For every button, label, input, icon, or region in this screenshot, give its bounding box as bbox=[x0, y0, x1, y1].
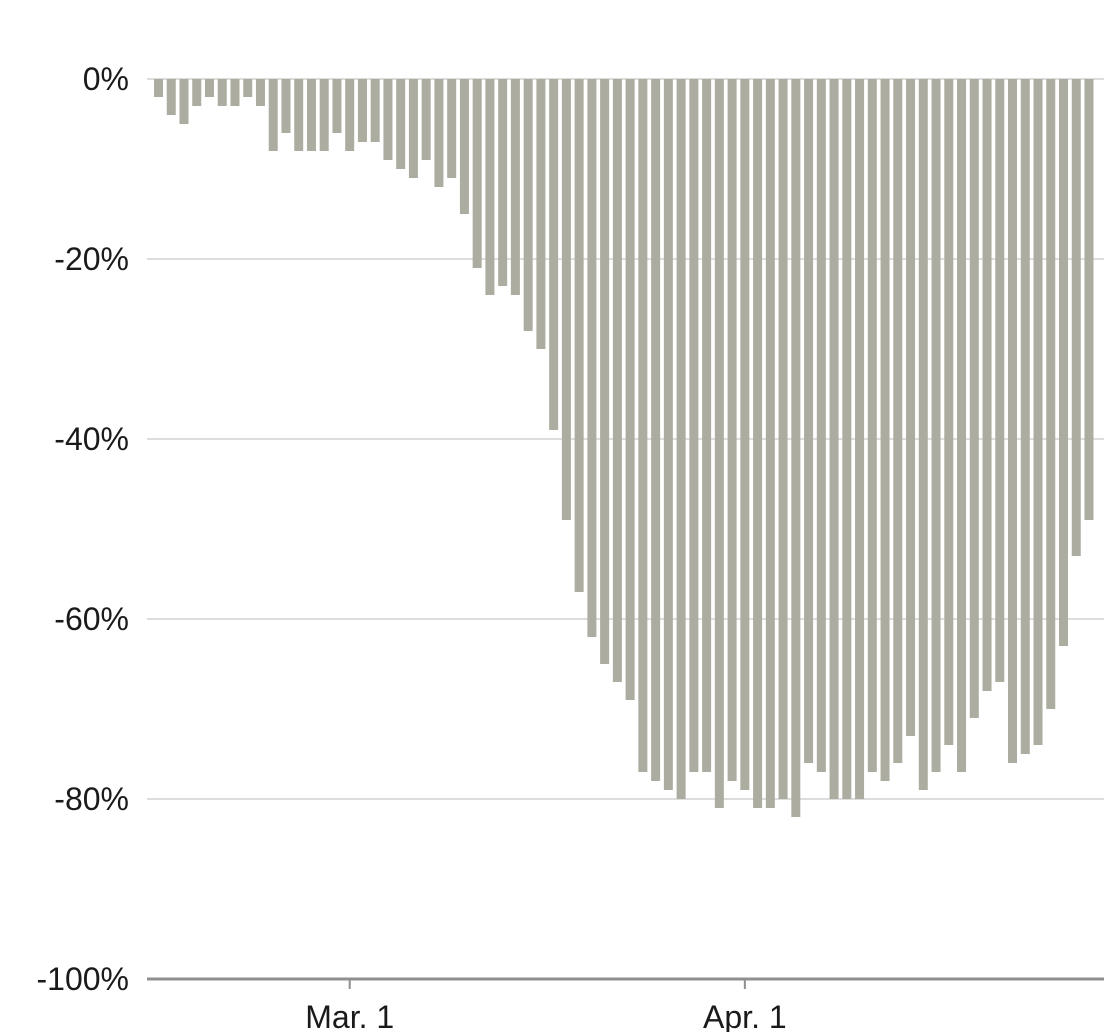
bar bbox=[447, 79, 457, 178]
bar bbox=[1084, 79, 1094, 520]
bar bbox=[319, 79, 329, 151]
bar bbox=[421, 79, 431, 160]
bar bbox=[1071, 79, 1081, 556]
bar bbox=[906, 79, 916, 736]
bar bbox=[855, 79, 865, 799]
bar bbox=[561, 79, 571, 520]
bar bbox=[893, 79, 903, 763]
bar bbox=[957, 79, 967, 772]
bar bbox=[434, 79, 444, 187]
tick-labels: 0% -20% -40% -60% -80% -100% Mar. 1 Apr. 1 bbox=[37, 61, 787, 1032]
bar bbox=[217, 79, 227, 106]
x-tick-label: Apr. 1 bbox=[703, 999, 787, 1032]
bar bbox=[357, 79, 367, 142]
y-tick-label: -20% bbox=[54, 241, 129, 277]
bar bbox=[243, 79, 253, 97]
y-tick-label: -40% bbox=[54, 421, 129, 457]
y-tick-label: -80% bbox=[54, 781, 129, 817]
bar bbox=[1059, 79, 1069, 646]
bar bbox=[867, 79, 877, 772]
bar bbox=[1008, 79, 1018, 763]
bar bbox=[166, 79, 176, 115]
bar bbox=[154, 79, 163, 97]
bar bbox=[969, 79, 979, 718]
bar bbox=[510, 79, 520, 295]
bar bbox=[765, 79, 775, 808]
bar bbox=[485, 79, 495, 295]
bar bbox=[549, 79, 559, 430]
bar bbox=[702, 79, 712, 772]
bar bbox=[625, 79, 635, 700]
bar bbox=[281, 79, 291, 133]
bar bbox=[676, 79, 686, 799]
bar bbox=[804, 79, 814, 763]
bar bbox=[255, 79, 265, 106]
bar bbox=[230, 79, 240, 106]
bar bbox=[587, 79, 597, 637]
bar bbox=[396, 79, 406, 169]
bars bbox=[154, 79, 1094, 817]
y-tick-label: -100% bbox=[37, 961, 130, 997]
x-tick-label: Mar. 1 bbox=[305, 999, 394, 1032]
bar bbox=[842, 79, 852, 799]
bar bbox=[612, 79, 622, 682]
bar bbox=[995, 79, 1005, 682]
bar bbox=[294, 79, 304, 151]
bar bbox=[740, 79, 750, 790]
bar bbox=[829, 79, 839, 799]
bar bbox=[816, 79, 826, 772]
bar bbox=[536, 79, 546, 349]
bar bbox=[498, 79, 508, 286]
bar bbox=[179, 79, 189, 124]
axes bbox=[147, 977, 1104, 989]
bar bbox=[727, 79, 737, 781]
y-tick-label: 0% bbox=[83, 61, 129, 97]
bar bbox=[880, 79, 890, 781]
bar bbox=[192, 79, 202, 106]
bar bbox=[332, 79, 342, 133]
bar bbox=[663, 79, 673, 790]
bar bbox=[651, 79, 661, 781]
bar bbox=[1020, 79, 1030, 754]
bar bbox=[600, 79, 610, 664]
bar bbox=[689, 79, 699, 772]
bar bbox=[306, 79, 316, 151]
bar bbox=[268, 79, 278, 151]
bar bbox=[574, 79, 584, 592]
bar bbox=[370, 79, 380, 142]
bar bbox=[459, 79, 469, 214]
bar bbox=[638, 79, 648, 772]
bar bbox=[1046, 79, 1056, 709]
bar bbox=[204, 79, 214, 97]
bar bbox=[472, 79, 482, 268]
bar bbox=[791, 79, 801, 817]
bar bbox=[714, 79, 724, 808]
bar bbox=[408, 79, 418, 178]
y-tick-label: -60% bbox=[54, 601, 129, 637]
bar bbox=[523, 79, 533, 331]
bar bbox=[982, 79, 992, 691]
bar bbox=[918, 79, 928, 790]
bar bbox=[1033, 79, 1043, 745]
bar bbox=[778, 79, 788, 799]
bar bbox=[931, 79, 941, 772]
bar bbox=[944, 79, 954, 745]
bar bbox=[345, 79, 355, 151]
bar bbox=[383, 79, 393, 160]
bar bbox=[753, 79, 763, 808]
